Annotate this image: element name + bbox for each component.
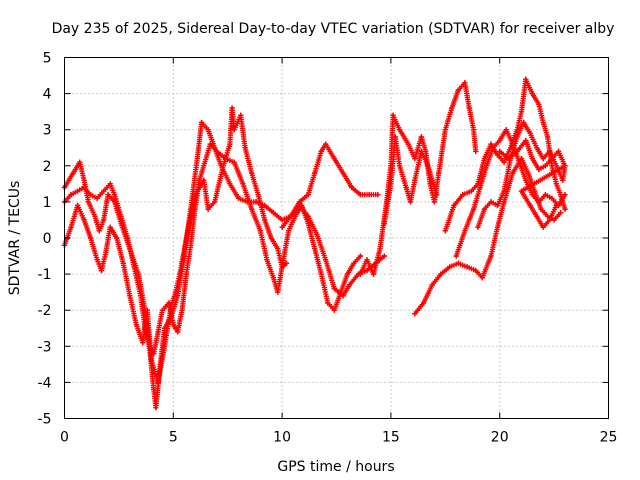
y-tick-label: 4 [43,87,52,103]
x-tick-label: 15 [382,430,400,446]
grid-lines [64,57,609,419]
series-track-3 [61,105,290,385]
y-tick-label: -2 [38,303,52,319]
axis-ticks [64,57,609,419]
chart-title: Day 235 of 2025, Sidereal Day-to-day VTE… [52,21,615,37]
x-tick-labels: 0 5 10 15 20 25 [60,430,617,446]
x-tick-label: 20 [491,430,509,446]
y-tick-label: -4 [38,375,52,391]
y-tick-label: 3 [43,123,52,139]
series-track-6 [381,134,440,227]
series-track-10 [475,119,568,230]
y-axis-title: SDTVAR / TECUs [7,181,23,296]
data-series [61,76,568,411]
series-markers [497,137,568,230]
series-track-2 [61,141,364,357]
y-tick-labels: -5 -4 -3 -2 -1 0 1 2 3 4 5 [38,51,52,428]
y-tick-label: -1 [38,267,52,283]
x-tick-label: 0 [60,430,69,446]
y-tick-label: 0 [43,231,52,247]
y-tick-label: 5 [43,51,52,67]
x-tick-label: 10 [273,430,291,446]
y-tick-label: 2 [43,159,52,175]
x-tick-label: 5 [169,430,178,446]
series-track-9 [453,127,568,259]
x-tick-label: 25 [600,430,618,446]
y-tick-label: -5 [38,412,52,428]
y-tick-label: -3 [38,339,52,355]
series-markers [279,141,381,230]
series-track-8 [442,76,568,234]
x-axis-title: GPS time / hours [277,459,394,475]
series-markers [412,156,564,317]
series-markers [61,105,290,385]
series-track-7 [412,155,564,317]
series-track-11 [497,137,568,230]
y-tick-label: 1 [43,195,52,211]
series-markers [475,119,568,230]
series-track-4 [279,141,381,230]
series-markers [381,134,440,227]
